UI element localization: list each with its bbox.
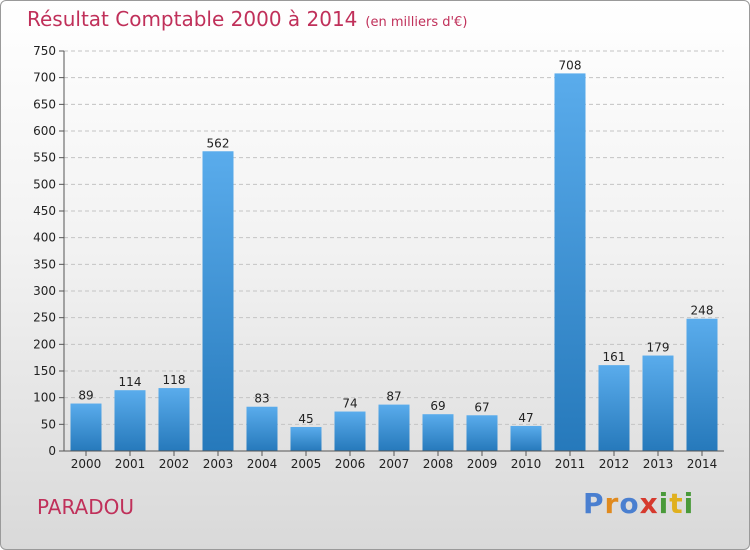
- proxiti-logo: Proxiti: [583, 487, 694, 520]
- bar: [290, 427, 322, 451]
- y-tick-label: 400: [33, 231, 56, 245]
- data-label: 562: [207, 136, 230, 150]
- bar: [598, 365, 630, 451]
- y-tick-label: 100: [33, 391, 56, 405]
- bar: [554, 73, 586, 452]
- bar: [466, 415, 498, 451]
- x-tick-label: 2007: [379, 457, 410, 471]
- x-tick-label: 2004: [247, 457, 278, 471]
- y-tick-label: 300: [33, 284, 56, 298]
- logo-letter: P: [583, 487, 605, 520]
- data-label: 179: [647, 341, 670, 355]
- commune-name: PARADOU: [37, 495, 135, 519]
- x-tick-label: 2010: [511, 457, 542, 471]
- y-tick-label: 200: [33, 337, 56, 351]
- y-tick-label: 650: [33, 97, 56, 111]
- y-tick-label: 350: [33, 257, 56, 271]
- logo-letter: o: [619, 487, 640, 520]
- bar: [422, 414, 454, 451]
- x-tick-label: 2002: [159, 457, 190, 471]
- bar: [114, 390, 146, 451]
- x-tick-label: 2006: [335, 457, 366, 471]
- y-tick-label: 500: [33, 177, 56, 191]
- x-tick-label: 2013: [643, 457, 674, 471]
- x-tick-label: 2005: [291, 457, 322, 471]
- logo-letter: x: [639, 487, 659, 520]
- data-label: 74: [342, 397, 357, 411]
- x-tick-label: 2009: [467, 457, 498, 471]
- y-tick-label: 550: [33, 151, 56, 165]
- y-tick-label: 450: [33, 204, 56, 218]
- x-tick-label: 2012: [599, 457, 630, 471]
- x-axis: 2000 2001 2002 2003 2004 2005 2006 2007 2008 2009…: [64, 450, 724, 471]
- bar: [686, 318, 718, 451]
- bars: 89 114 118 562 83 45 74 87 69 67 47 708 161 179 248: [70, 58, 718, 452]
- data-label: 83: [254, 392, 269, 406]
- y-tick-label: 600: [33, 124, 56, 138]
- logo-letter: r: [604, 487, 620, 520]
- y-tick-label: 0: [48, 444, 56, 458]
- y-tick-label: 250: [33, 311, 56, 325]
- bar: [642, 355, 674, 451]
- data-label: 248: [691, 304, 714, 318]
- x-tick-label: 2014: [687, 457, 718, 471]
- x-tick-label: 2008: [423, 457, 454, 471]
- y-tick-label: 150: [33, 364, 56, 378]
- y-axis: 0 50 100 150 200 250 300 350 400 450 500 550 600 650 7…: [33, 44, 65, 458]
- data-label: 114: [119, 375, 142, 389]
- data-label: 45: [298, 412, 313, 426]
- data-label: 87: [386, 390, 401, 404]
- chart-unit: (en milliers d'€): [365, 15, 468, 30]
- data-label: 118: [163, 373, 186, 387]
- bar: [378, 404, 410, 451]
- y-tick-label: 50: [41, 417, 56, 431]
- y-tick-label: 750: [33, 44, 56, 58]
- y-tick-label: 700: [33, 71, 56, 85]
- x-tick-label: 2001: [115, 457, 146, 471]
- data-label: 67: [474, 400, 489, 414]
- bar: [246, 406, 278, 451]
- data-label: 161: [603, 350, 626, 364]
- data-label: 708: [559, 58, 582, 72]
- chart-title: Résultat Comptable 2000 à 2014 (en millie…: [27, 7, 467, 31]
- logo-letter: i: [683, 487, 695, 520]
- bar: [158, 388, 190, 451]
- data-label: 47: [518, 411, 533, 425]
- logo-letter: i: [658, 487, 670, 520]
- logo-letter: t: [669, 487, 684, 520]
- x-tick-label: 2000: [71, 457, 102, 471]
- bar: [70, 403, 102, 451]
- bar: [510, 425, 542, 451]
- x-tick-label: 2003: [203, 457, 234, 471]
- bar: [202, 151, 234, 451]
- bar: [334, 411, 366, 451]
- x-tick-label: 2011: [555, 457, 586, 471]
- data-label: 89: [78, 389, 93, 403]
- chart-title-text: Résultat Comptable 2000 à 2014: [27, 7, 358, 31]
- data-label: 69: [430, 399, 445, 413]
